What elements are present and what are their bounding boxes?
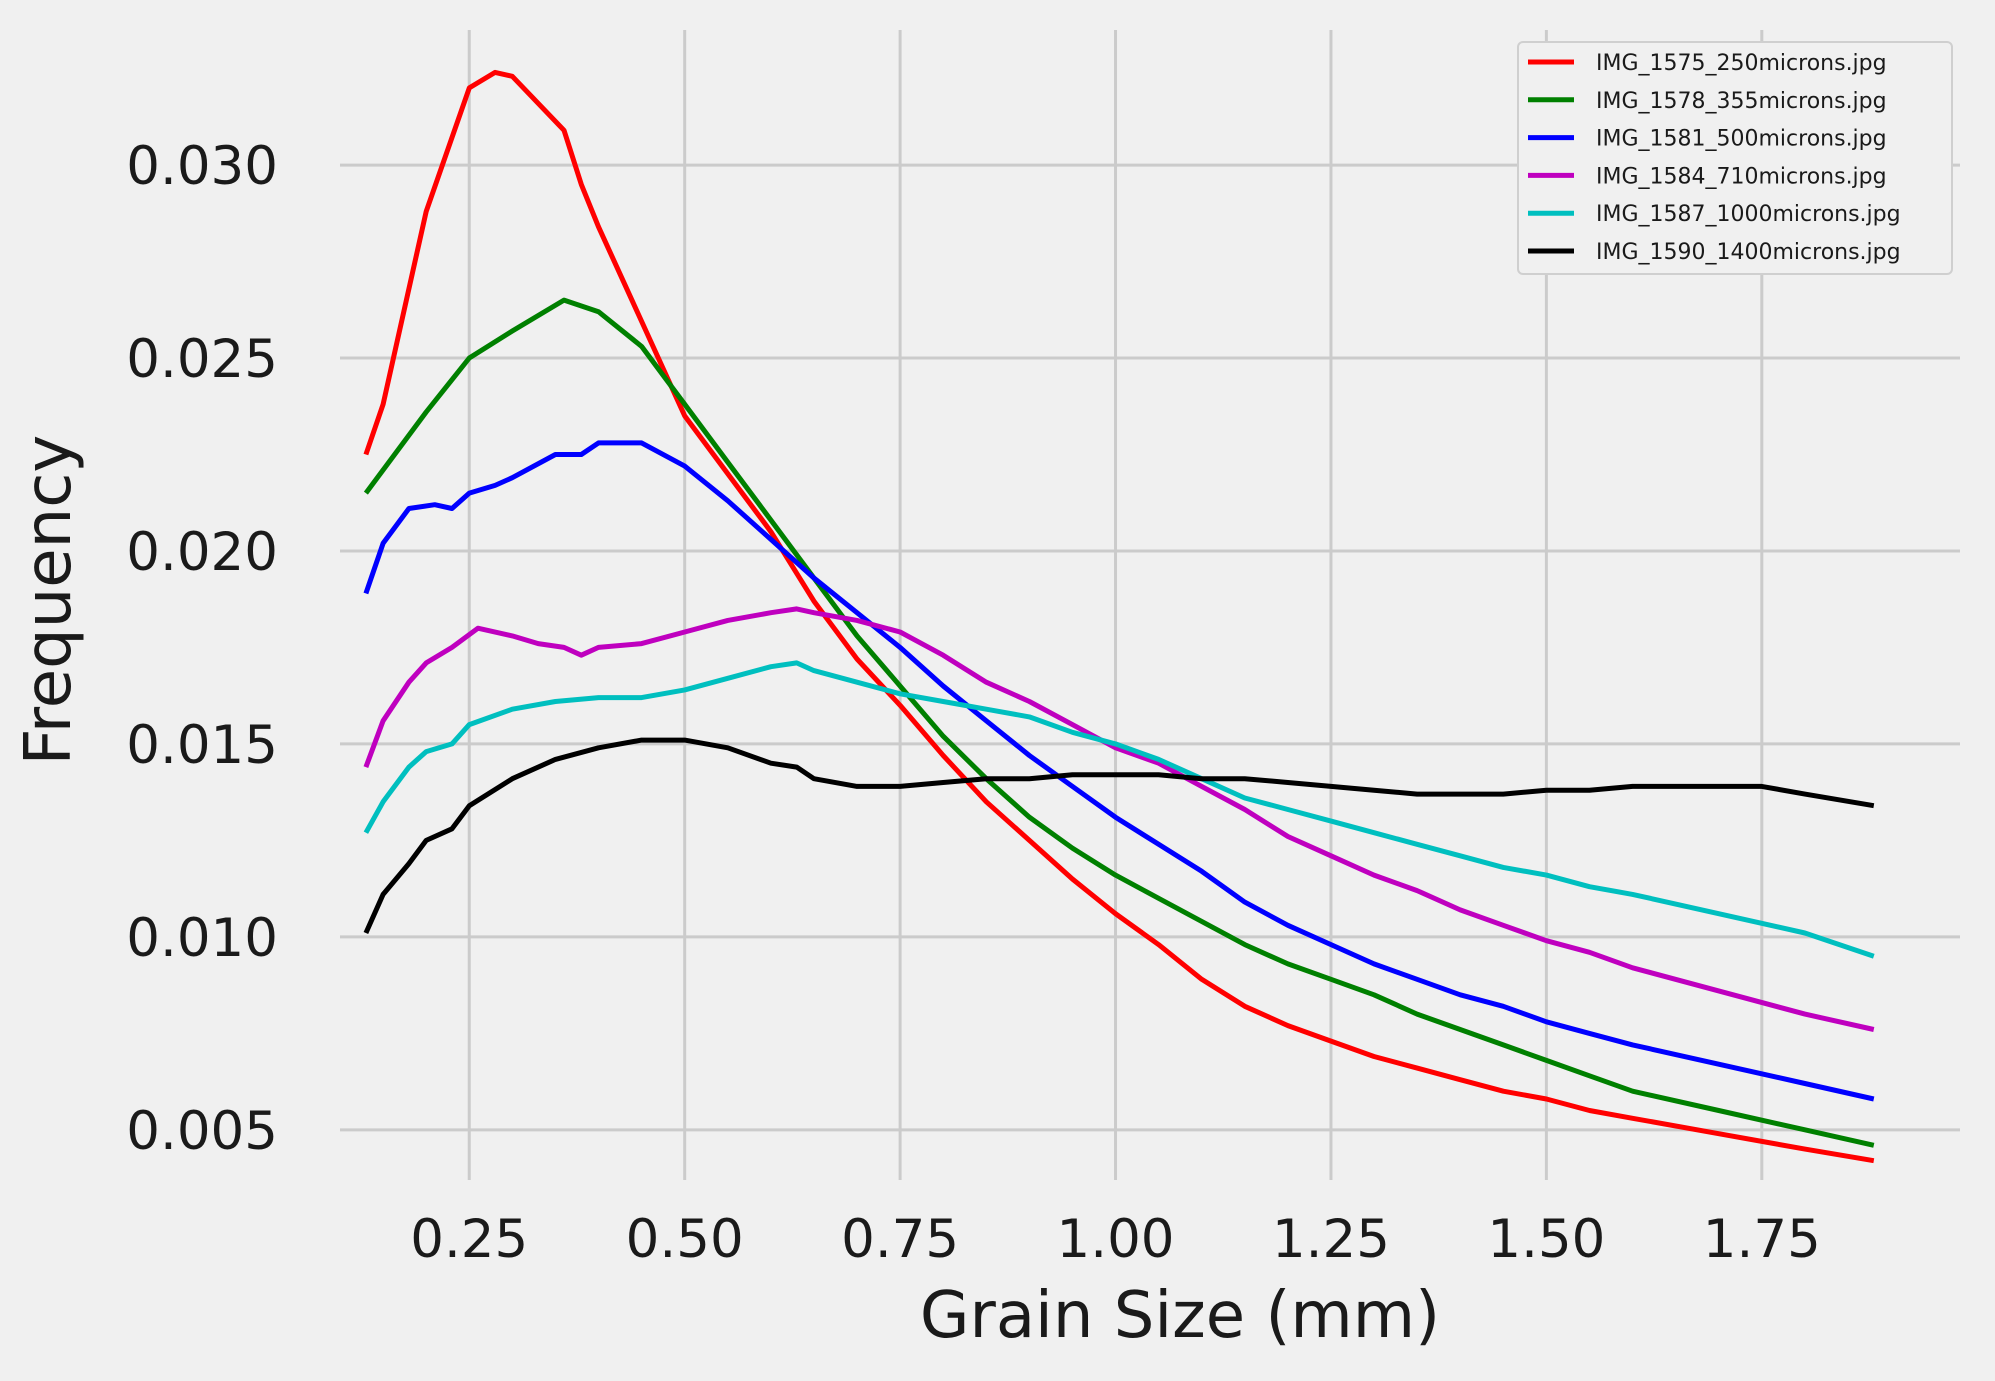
series-line-4 [363, 606, 1875, 1032]
y-gridlines [340, 163, 1960, 1132]
y-axis-label: Frequency [12, 435, 86, 766]
y-tick-label: 0.030 [126, 136, 278, 197]
series-lines [363, 69, 1875, 1164]
y-tick-label: 0.005 [126, 1101, 278, 1162]
legend-entry-label: IMG_1575_250microns.jpg [1596, 51, 1887, 76]
legend-entry-label: IMG_1590_1400microns.jpg [1596, 240, 1901, 265]
x-tick-label: 0.50 [626, 1209, 744, 1270]
legend-frame [1517, 41, 1953, 275]
y-tick-label: 0.025 [126, 329, 278, 390]
series-line-1 [363, 69, 1875, 1164]
series-line-6 [363, 737, 1875, 935]
legend: IMG_1575_250microns.jpg IMG_1578_355micro… [1517, 41, 1953, 275]
y-tick-labels: 0.005 0.010 0.015 0.020 0.025 0.030 [126, 136, 278, 1162]
x-tick-label: 1.00 [1057, 1209, 1175, 1270]
x-gridlines [467, 30, 1764, 1180]
legend-entry-label: IMG_1581_500microns.jpg [1596, 127, 1887, 152]
legend-entry-label: IMG_1578_355microns.jpg [1596, 89, 1887, 114]
series-line-2 [363, 297, 1875, 1148]
y-tick-label: 0.015 [126, 715, 278, 776]
x-tick-label: 1.50 [1487, 1209, 1605, 1270]
y-tick-label: 0.010 [126, 908, 278, 969]
x-tick-label: 0.75 [841, 1209, 959, 1270]
y-tick-label: 0.020 [126, 522, 278, 583]
x-axis-label: Grain Size (mm) [920, 1279, 1440, 1353]
legend-entry-label: IMG_1584_710microns.jpg [1596, 164, 1887, 189]
x-tick-label: 0.25 [410, 1209, 528, 1270]
x-tick-label: 1.75 [1703, 1209, 1821, 1270]
x-tick-label: 1.25 [1272, 1209, 1390, 1270]
series-line-5 [363, 660, 1875, 959]
legend-entry-label: IMG_1587_1000microns.jpg [1596, 202, 1901, 227]
x-tick-labels: 0.25 0.50 0.75 1.00 1.25 1.50 1.75 [410, 1209, 1821, 1270]
